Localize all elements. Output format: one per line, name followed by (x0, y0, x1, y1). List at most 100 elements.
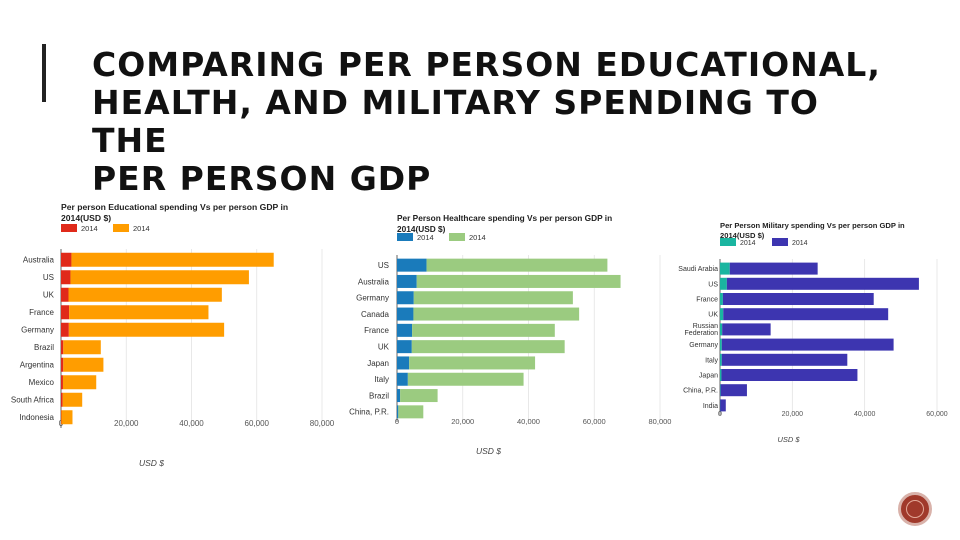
bar-military-s0 (720, 384, 721, 397)
category-label: Japan (367, 359, 389, 368)
category-label: US (708, 281, 718, 288)
category-label: France (364, 326, 389, 335)
category-label: Mexico (29, 378, 55, 387)
category-label: Italy (374, 375, 389, 384)
x-tick-label: 0 (395, 417, 399, 426)
bar-health-s0 (397, 405, 399, 419)
bar-edu-s1 (69, 305, 209, 320)
category-label: Saudi Arabia (678, 266, 718, 273)
category-label: Federation (685, 330, 719, 337)
category-label: Australia (23, 256, 55, 265)
x-axis-label: USD $ (476, 446, 501, 456)
x-tick-label: 40,000 (179, 419, 204, 428)
bar-military-s1 (722, 323, 771, 336)
slide-title: COMPARING PER PERSON EDUCATIONAL, HEALTH… (92, 46, 892, 198)
category-label: Canada (361, 310, 390, 319)
bar-military-s1 (720, 399, 726, 412)
slide-title-line-1: COMPARING PER PERSON EDUCATIONAL, (92, 45, 881, 84)
legend-swatch (113, 224, 129, 232)
bar-edu-s1 (62, 392, 83, 407)
chart-title: 2014(USD $) (397, 224, 446, 234)
bar-edu-s0 (61, 375, 63, 390)
chart-title: Per person Educational spending Vs per p… (61, 202, 288, 212)
bar-military-s1 (721, 369, 858, 381)
chart-title: 2014(USD $) (720, 231, 765, 240)
x-tick-label: 0 (718, 411, 722, 418)
category-label: India (703, 403, 718, 410)
legend-label: 2014 (792, 240, 808, 247)
healthcare-chart: Per Person Healthcare spending Vs per pe… (349, 213, 671, 456)
x-tick-label: 60,000 (583, 417, 606, 426)
x-tick-label: 20,000 (451, 417, 474, 426)
x-tick-label: 40,000 (517, 417, 540, 426)
bar-health-s1 (400, 389, 438, 403)
legend-swatch (449, 233, 465, 241)
category-label: Germany (356, 294, 389, 303)
bar-health-s1 (413, 291, 573, 305)
category-label: France (696, 296, 718, 303)
bar-edu-s1 (70, 270, 249, 285)
bar-edu-s1 (63, 340, 101, 355)
bar-edu-s1 (68, 287, 222, 302)
bar-edu-s0 (61, 340, 64, 355)
bar-edu-s1 (63, 357, 104, 372)
category-label: UK (43, 291, 55, 300)
bar-health-s0 (397, 291, 414, 305)
chart-title: Per Person Military spending Vs per pers… (720, 221, 905, 230)
legend-swatch (720, 238, 736, 246)
bar-edu-s0 (61, 392, 63, 407)
bar-edu-s1 (62, 375, 97, 390)
x-tick-label: 20,000 (114, 419, 139, 428)
bar-military-s1 (726, 277, 919, 290)
x-axis-label: USD $ (777, 435, 800, 444)
bar-military-s0 (720, 323, 723, 336)
category-label: Japan (699, 372, 718, 379)
category-label: UK (378, 342, 390, 351)
bar-health-s0 (397, 274, 417, 288)
bar-edu-s0 (61, 410, 62, 425)
bar-edu-s0 (61, 357, 64, 372)
bar-health-s0 (397, 323, 413, 337)
bar-edu-s0 (61, 270, 71, 285)
slide-title-line-2: HEALTH, AND MILITARY SPENDING TO THE (92, 83, 819, 160)
legend-label: 2014 (417, 233, 434, 242)
bar-health-s1 (398, 405, 424, 419)
military-chart: Per Person Military spending Vs per pers… (678, 221, 948, 444)
category-label: Brazil (369, 391, 389, 400)
education-chart: Per person Educational spending Vs per p… (11, 202, 335, 468)
bar-edu-s0 (61, 322, 69, 337)
bar-health-s1 (411, 340, 565, 354)
category-label: Argentina (20, 361, 55, 370)
bar-military-s0 (720, 293, 723, 305)
bar-military-s0 (720, 277, 727, 290)
bar-health-s1 (413, 307, 580, 321)
bar-health-s1 (409, 356, 536, 370)
chart-title: Per Person Healthcare spending Vs per pe… (397, 213, 612, 223)
category-label: Germany (689, 342, 718, 349)
x-tick-label: 40,000 (854, 411, 876, 418)
category-label: US (43, 273, 54, 282)
category-label: US (378, 261, 389, 270)
legend-label: 2014 (469, 233, 486, 242)
bar-health-s0 (397, 356, 410, 370)
bar-health-s0 (397, 307, 414, 321)
bar-military-s1 (721, 338, 894, 351)
bar-health-s0 (397, 258, 427, 272)
bar-edu-s0 (61, 252, 72, 267)
x-tick-label: 80,000 (310, 419, 335, 428)
bar-military-s0 (720, 338, 722, 351)
category-label: Russian (693, 323, 718, 330)
bar-military-s0 (720, 353, 722, 366)
legend-swatch (61, 224, 77, 232)
category-label: UK (708, 312, 718, 319)
bar-military-s1 (729, 262, 818, 275)
bar-military-s1 (722, 293, 874, 305)
chart-title: 2014(USD $) (61, 213, 111, 223)
x-tick-label: 60,000 (245, 419, 270, 428)
bar-military-s1 (721, 353, 848, 366)
bar-health-s0 (397, 389, 401, 403)
bar-health-s1 (407, 372, 524, 386)
bar-health-s1 (416, 274, 621, 288)
legend-label: 2014 (133, 224, 150, 233)
bar-edu-s1 (71, 252, 274, 267)
